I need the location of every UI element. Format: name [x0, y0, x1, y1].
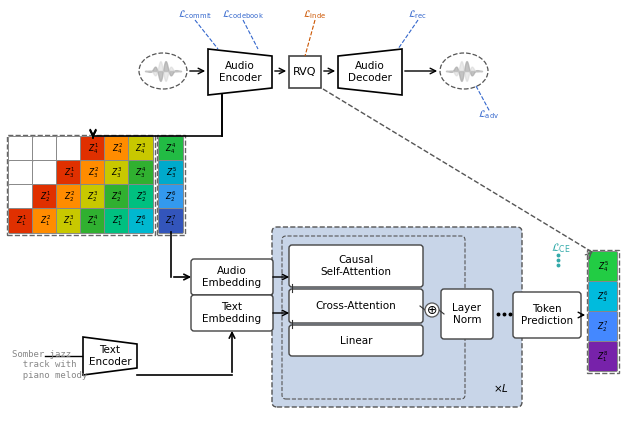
- FancyBboxPatch shape: [589, 341, 618, 371]
- FancyBboxPatch shape: [8, 208, 33, 233]
- FancyBboxPatch shape: [129, 136, 154, 162]
- FancyBboxPatch shape: [272, 227, 522, 407]
- Text: Audio
Decoder: Audio Decoder: [348, 61, 392, 83]
- FancyBboxPatch shape: [104, 136, 129, 162]
- Text: $\mathcal{L}_{\mathrm{inde}}$: $\mathcal{L}_{\mathrm{inde}}$: [303, 8, 326, 22]
- FancyBboxPatch shape: [289, 56, 321, 88]
- Text: $Z_{4}^{3}$: $Z_{4}^{3}$: [136, 141, 147, 157]
- FancyBboxPatch shape: [56, 184, 81, 209]
- Text: $Z_{4}^{4}$: $Z_{4}^{4}$: [165, 141, 177, 157]
- Text: $Z_{3}^{6}$: $Z_{3}^{6}$: [597, 289, 609, 304]
- FancyBboxPatch shape: [159, 208, 184, 233]
- FancyBboxPatch shape: [104, 160, 129, 186]
- FancyBboxPatch shape: [191, 295, 273, 331]
- Text: Audio
Encoder: Audio Encoder: [219, 61, 261, 83]
- FancyBboxPatch shape: [289, 245, 423, 287]
- FancyBboxPatch shape: [289, 289, 423, 323]
- Text: $Z_{1}^{6}$: $Z_{1}^{6}$: [136, 214, 147, 228]
- Text: Text
Encoder: Text Encoder: [89, 345, 131, 367]
- FancyBboxPatch shape: [129, 208, 154, 233]
- Text: $Z_{1}^{4}$: $Z_{1}^{4}$: [88, 214, 99, 228]
- Ellipse shape: [440, 53, 488, 89]
- Text: Cross-Attention: Cross-Attention: [316, 301, 396, 311]
- FancyBboxPatch shape: [289, 325, 423, 356]
- Polygon shape: [208, 49, 272, 95]
- FancyBboxPatch shape: [104, 208, 129, 233]
- Text: $Z_{4}^{5}$: $Z_{4}^{5}$: [598, 259, 609, 274]
- FancyBboxPatch shape: [104, 184, 129, 209]
- FancyBboxPatch shape: [191, 259, 273, 295]
- FancyBboxPatch shape: [282, 236, 465, 399]
- FancyBboxPatch shape: [589, 281, 618, 311]
- FancyBboxPatch shape: [81, 184, 106, 209]
- FancyBboxPatch shape: [81, 160, 106, 186]
- FancyBboxPatch shape: [159, 136, 184, 162]
- Text: $Z_{4}^{2}$: $Z_{4}^{2}$: [111, 141, 122, 157]
- Text: RVQ: RVQ: [293, 67, 317, 77]
- FancyBboxPatch shape: [129, 184, 154, 209]
- Text: Somber jazz
  track with  -
  piano melody: Somber jazz track with - piano melody: [12, 350, 93, 380]
- FancyBboxPatch shape: [513, 292, 581, 338]
- FancyBboxPatch shape: [56, 136, 81, 162]
- Text: Audio
Embedding: Audio Embedding: [202, 266, 262, 288]
- FancyBboxPatch shape: [8, 160, 33, 186]
- Polygon shape: [338, 49, 402, 95]
- Text: $Z_{2}^{6}$: $Z_{2}^{6}$: [165, 189, 177, 204]
- FancyBboxPatch shape: [56, 160, 81, 186]
- Text: $\mathcal{L}_{\mathrm{commit}}$: $\mathcal{L}_{\mathrm{commit}}$: [178, 8, 212, 22]
- Ellipse shape: [139, 53, 187, 89]
- FancyBboxPatch shape: [159, 160, 184, 186]
- Text: $Z_{2}^{4}$: $Z_{2}^{4}$: [111, 189, 123, 204]
- Text: Text
Embedding: Text Embedding: [202, 302, 262, 324]
- FancyBboxPatch shape: [33, 160, 58, 186]
- Text: $Z_{1}^{3}$: $Z_{1}^{3}$: [63, 214, 74, 228]
- Text: $Z_{2}^{5}$: $Z_{2}^{5}$: [136, 189, 147, 204]
- Text: $\times L$: $\times L$: [493, 382, 509, 394]
- Text: $Z_{1}^{5}$: $Z_{1}^{5}$: [111, 214, 122, 228]
- FancyBboxPatch shape: [129, 160, 154, 186]
- Text: $\mathcal{L}_{\mathrm{CE}}$: $\mathcal{L}_{\mathrm{CE}}$: [551, 241, 571, 255]
- Text: $Z_{2}^{1}$: $Z_{2}^{1}$: [40, 189, 51, 204]
- Text: $Z_{2}^{7}$: $Z_{2}^{7}$: [598, 319, 609, 334]
- Circle shape: [425, 303, 439, 317]
- Text: Linear: Linear: [340, 335, 372, 346]
- Text: $Z_{3}^{1}$: $Z_{3}^{1}$: [63, 165, 74, 181]
- Text: $Z_{3}^{5}$: $Z_{3}^{5}$: [166, 165, 177, 181]
- Text: $Z_{3}^{3}$: $Z_{3}^{3}$: [111, 165, 122, 181]
- Text: $Z_{4}^{1}$: $Z_{4}^{1}$: [88, 141, 99, 157]
- Text: $\mathcal{L}_{\mathrm{rec}}$: $\mathcal{L}_{\mathrm{rec}}$: [408, 8, 428, 22]
- FancyBboxPatch shape: [81, 136, 106, 162]
- Text: Causal
Self-Attention: Causal Self-Attention: [321, 255, 392, 277]
- Polygon shape: [83, 337, 137, 375]
- FancyBboxPatch shape: [33, 136, 58, 162]
- Text: $Z_{1}^{2}$: $Z_{1}^{2}$: [40, 214, 51, 228]
- Text: $\mathcal{L}_{\mathrm{adv}}$: $\mathcal{L}_{\mathrm{adv}}$: [478, 108, 499, 122]
- Text: Layer
Norm: Layer Norm: [452, 303, 481, 325]
- FancyBboxPatch shape: [56, 208, 81, 233]
- Text: $Z_{2}^{2}$: $Z_{2}^{2}$: [63, 189, 74, 204]
- Text: $Z_{3}^{4}$: $Z_{3}^{4}$: [136, 165, 147, 181]
- FancyBboxPatch shape: [589, 252, 618, 281]
- FancyBboxPatch shape: [589, 311, 618, 341]
- FancyBboxPatch shape: [33, 184, 58, 209]
- Text: $Z_{1}^{1}$: $Z_{1}^{1}$: [15, 214, 26, 228]
- FancyBboxPatch shape: [441, 289, 493, 339]
- FancyBboxPatch shape: [81, 208, 106, 233]
- FancyBboxPatch shape: [8, 136, 33, 162]
- Text: $Z_{1}^{8}$: $Z_{1}^{8}$: [598, 349, 609, 364]
- Text: Token
Prediction: Token Prediction: [521, 304, 573, 326]
- Text: $Z_{3}^{2}$: $Z_{3}^{2}$: [88, 165, 99, 181]
- Text: $Z_{2}^{3}$: $Z_{2}^{3}$: [88, 189, 99, 204]
- FancyBboxPatch shape: [8, 184, 33, 209]
- Text: $\mathcal{L}_{\mathrm{codebook}}$: $\mathcal{L}_{\mathrm{codebook}}$: [222, 8, 264, 22]
- Text: $\oplus$: $\oplus$: [426, 303, 438, 316]
- FancyBboxPatch shape: [159, 184, 184, 209]
- FancyBboxPatch shape: [33, 208, 58, 233]
- Text: $Z_{1}^{7}$: $Z_{1}^{7}$: [166, 214, 177, 228]
